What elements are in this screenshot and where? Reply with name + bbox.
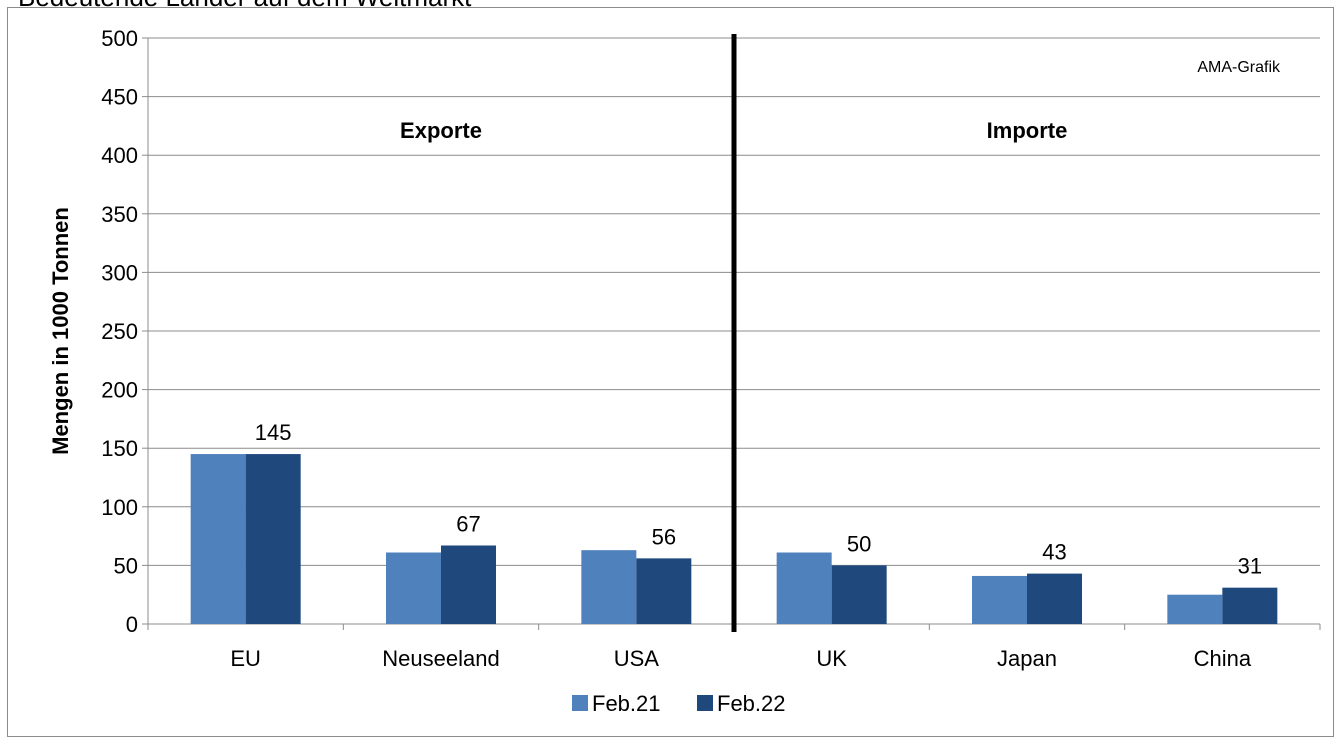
- y-tick-label: 350: [101, 202, 138, 227]
- data-label: 31: [1238, 554, 1262, 579]
- y-tick-label: 150: [101, 436, 138, 461]
- chart-title: Bedeutende Länder auf dem Weltmarkt: [18, 0, 471, 13]
- data-label: 67: [456, 511, 480, 536]
- data-label: 145: [255, 420, 292, 445]
- x-tick-label: USA: [614, 646, 660, 671]
- y-tick-label: 50: [114, 553, 138, 578]
- x-tick-label: EU: [230, 646, 261, 671]
- y-tick-label: 400: [101, 143, 138, 168]
- bar-feb22: [245, 454, 301, 624]
- bar-feb21: [776, 552, 832, 624]
- bar-feb22: [1222, 587, 1278, 624]
- legend-swatch: [572, 695, 588, 711]
- bar-feb22: [1027, 573, 1082, 624]
- bar-feb21: [581, 550, 637, 624]
- y-tick-label: 500: [101, 26, 138, 51]
- annotation-ama-grafik: AMA-Grafik: [1197, 59, 1281, 76]
- x-tick-label: Japan: [997, 646, 1057, 671]
- chart-frame: [7, 7, 1334, 737]
- x-tick-label: UK: [816, 646, 847, 671]
- bar-feb21: [972, 575, 1027, 624]
- bar-feb21: [386, 552, 441, 624]
- y-tick-label: 250: [101, 319, 138, 344]
- bar-feb21: [1167, 594, 1223, 624]
- y-tick-label: 100: [101, 495, 138, 520]
- x-tick-label: Neuseeland: [382, 646, 499, 671]
- bar-feb22: [441, 545, 496, 624]
- bar-feb21: [190, 454, 246, 624]
- y-tick-label: 450: [101, 85, 138, 110]
- data-label: 56: [652, 524, 676, 549]
- bar-feb22: [831, 565, 887, 624]
- legend-label: Feb.21: [592, 691, 661, 716]
- bar-feb22: [636, 558, 692, 624]
- y-tick-label: 200: [101, 378, 138, 403]
- x-tick-label: China: [1194, 646, 1252, 671]
- legend-label: Feb.22: [717, 691, 786, 716]
- group-label-exporte: Exporte: [400, 118, 482, 143]
- data-label: 43: [1042, 540, 1066, 565]
- y-tick-label: 300: [101, 260, 138, 285]
- data-label: 50: [847, 531, 871, 556]
- y-tick-label: 0: [126, 612, 138, 637]
- y-axis-title: Mengen in 1000 Tonnen: [48, 207, 73, 455]
- legend-swatch: [697, 695, 713, 711]
- group-label-importe: Importe: [987, 118, 1068, 143]
